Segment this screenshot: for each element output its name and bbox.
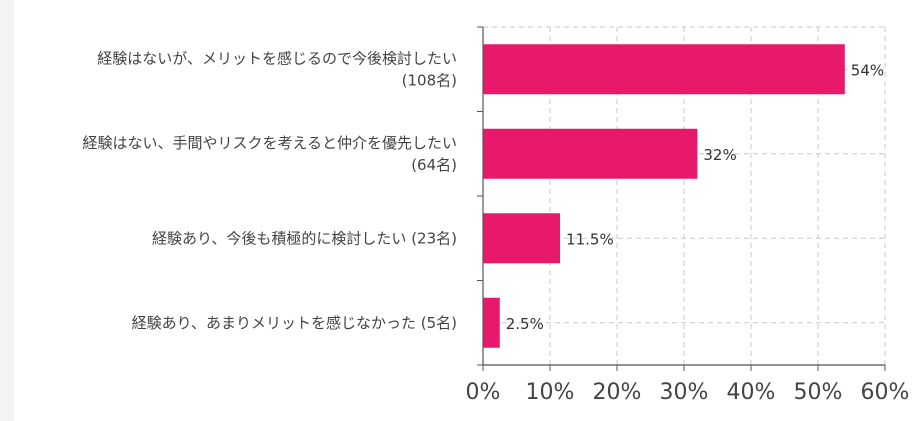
category-label-line: (64名) (411, 156, 457, 174)
bar-value-label: 54% (851, 61, 884, 79)
category-label-line: (108名) (402, 71, 457, 89)
axes (477, 26, 886, 371)
x-tick-label: 0% (466, 380, 501, 405)
category-label-line: 経験はない、手間やリスクを考えると仲介を優先したい (82, 134, 457, 152)
x-tick-label: 20% (593, 380, 642, 405)
bar (483, 128, 698, 179)
bar (483, 44, 845, 95)
x-tick-label: 10% (526, 380, 575, 405)
bar-value-label: 32% (703, 146, 736, 164)
category-label: 経験はないが、メリットを感じるので今後検討したい (108名) (97, 49, 457, 89)
bars (483, 44, 845, 348)
category-label: 経験あり、あまりメリットを感じなかった (5名) (132, 314, 457, 332)
bar (483, 213, 561, 264)
x-tick-label: 40% (727, 380, 776, 405)
category-label-line: 経験あり、今後も積極的に検討したい (23名) (152, 229, 457, 247)
x-tick-label: 50% (794, 380, 843, 405)
left-margin-strip (0, 0, 14, 421)
bar (483, 297, 500, 348)
category-label: 経験あり、今後も積極的に検討したい (23名) (152, 229, 457, 247)
x-tick-label: 60% (861, 380, 910, 405)
bar-value-label: 11.5% (566, 230, 614, 248)
bar-value-label: 2.5% (506, 315, 544, 333)
category-label: 経験はない、手間やリスクを考えると仲介を優先したい (64名) (82, 134, 457, 174)
category-label-line: 経験あり、あまりメリットを感じなかった (5名) (132, 314, 457, 332)
x-tick-label: 30% (660, 380, 709, 405)
labels: 54% 32% 11.5% 2.5% 0% 10% 20% 30% 40% 50% 60% 経験はない… (82, 49, 909, 405)
category-label-line: 経験はないが、メリットを感じるので今後検討したい (97, 49, 457, 67)
